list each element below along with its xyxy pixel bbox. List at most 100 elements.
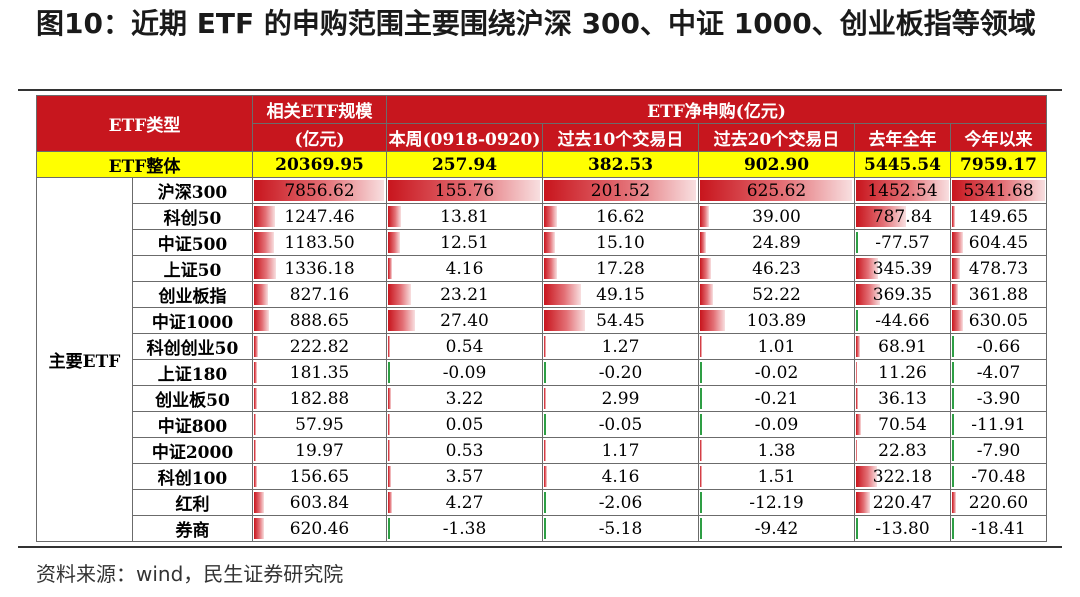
cell-value: 620.46 [289, 518, 350, 539]
cell-value: 103.89 [746, 310, 807, 331]
data-bar [700, 180, 852, 201]
negative-bar [700, 492, 702, 513]
cell-20-days: 52.22 [698, 281, 855, 308]
negative-bar [952, 336, 954, 357]
cell-10-days: -2.06 [542, 489, 699, 516]
cell-value: 52.22 [752, 284, 801, 305]
cell-ytd: -18.41 [950, 515, 1047, 542]
cell-ytd: -3.90 [950, 385, 1047, 412]
cell-value: 888.65 [289, 310, 350, 331]
cell-ytd: 5341.68 [950, 177, 1047, 204]
data-bar [952, 284, 959, 305]
data-bar [856, 206, 907, 227]
cell-scale: 888.65 [252, 307, 387, 334]
data-bar [700, 440, 702, 461]
table-row: 科创创业50 222.82 0.54 1.27 1.01 68.91 -0.66 [37, 333, 1047, 360]
table-row: 券商 620.46 -1.38 -5.18 -9.42 -13.80 -18.41 [37, 515, 1047, 542]
total-10-days: 382.53 [542, 151, 699, 178]
cell-value: -77.57 [875, 232, 930, 253]
data-bar [856, 414, 861, 435]
total-ytd: 7959.17 [950, 151, 1047, 178]
cell-value: -12.19 [749, 492, 804, 513]
cell-10-days: 49.15 [542, 281, 699, 308]
table-row: 科创50 1247.46 13.81 16.62 39.00 787.84 149.65 [37, 203, 1047, 230]
table-row: 红利 603.84 4.27 -2.06 -12.19 220.47 220.60 [37, 489, 1047, 516]
cell-value: 4.27 [445, 492, 484, 513]
data-bar [254, 388, 258, 409]
cell-10-days: 2.99 [542, 385, 699, 412]
table-row: 中证800 57.95 0.05 -0.05 -0.09 70.54 -11.91 [37, 411, 1047, 438]
cell-week: 12.51 [386, 229, 543, 256]
cell-value: -0.09 [442, 362, 487, 383]
cell-value: 68.91 [878, 336, 927, 357]
cell-value: 3.22 [445, 388, 484, 409]
negative-bar [952, 518, 954, 539]
data-bar [254, 310, 269, 331]
cell-value: -70.48 [971, 466, 1026, 487]
negative-bar [952, 388, 954, 409]
cell-week: 13.81 [386, 203, 543, 230]
data-bar [254, 518, 265, 539]
data-bar [544, 440, 546, 461]
cell-value: 345.39 [872, 258, 933, 279]
cell-value: -44.66 [875, 310, 930, 331]
table-row: 创业板50 182.88 3.22 2.99 -0.21 36.13 -3.90 [37, 385, 1047, 412]
cell-value: 604.45 [968, 232, 1029, 253]
etf-name-cell: 中证500 [132, 229, 253, 256]
cell-scale: 181.35 [252, 359, 387, 386]
cell-value: -1.38 [442, 518, 487, 539]
cell-value: 49.15 [596, 284, 645, 305]
total-last-year: 5445.54 [854, 151, 951, 178]
top-rule [18, 89, 1062, 91]
cell-value: 155.76 [434, 180, 495, 201]
cell-10-days: 17.28 [542, 255, 699, 282]
etf-name-cell: 科创创业50 [132, 333, 253, 360]
header-scale-line2: (亿元) [252, 123, 387, 152]
cell-value: -0.05 [598, 414, 643, 435]
cell-value: 1247.46 [284, 206, 355, 227]
cell-10-days: 54.45 [542, 307, 699, 334]
data-bar [544, 466, 548, 487]
total-scale: 20369.95 [252, 151, 387, 178]
cell-week: -0.09 [386, 359, 543, 386]
header-ytd: 今年以来 [950, 123, 1047, 152]
data-bar [700, 336, 702, 357]
data-bar [388, 310, 415, 331]
data-bar [952, 206, 955, 227]
table-row: 科创100 156.65 3.57 4.16 1.51 322.18 -70.48 [37, 463, 1047, 490]
cell-week: 155.76 [386, 177, 543, 204]
cell-20-days: 1.38 [698, 437, 855, 464]
cell-last-year: 68.91 [854, 333, 951, 360]
cell-value: 827.16 [289, 284, 350, 305]
etf-name-cell: 沪深300 [132, 177, 253, 204]
data-bar [254, 492, 265, 513]
data-bar [856, 336, 861, 357]
cell-last-year: -13.80 [854, 515, 951, 542]
cell-value: 1.01 [757, 336, 796, 357]
cell-last-year: 220.47 [854, 489, 951, 516]
header-scale-line1: 相关ETF规模 [252, 95, 387, 124]
cell-value: 0.05 [445, 414, 484, 435]
cell-last-year: 11.26 [854, 359, 951, 386]
cell-20-days: -0.21 [698, 385, 855, 412]
cell-10-days: 16.62 [542, 203, 699, 230]
cell-value: 39.00 [752, 206, 801, 227]
negative-bar [544, 492, 546, 513]
cell-scale: 222.82 [252, 333, 387, 360]
cell-10-days: 201.52 [542, 177, 699, 204]
negative-bar [544, 414, 546, 435]
cell-value: 27.40 [440, 310, 489, 331]
header-net-subscription: ETF净申购(亿元) [386, 95, 1047, 124]
cell-20-days: -12.19 [698, 489, 855, 516]
data-bar [700, 258, 712, 279]
data-bar [388, 284, 411, 305]
cell-last-year: 70.54 [854, 411, 951, 438]
cell-value: 1.51 [757, 466, 796, 487]
data-bar [544, 284, 582, 305]
cell-value: 1.27 [601, 336, 640, 357]
data-bar [254, 284, 268, 305]
table-row: 创业板指 827.16 23.21 49.15 52.22 369.35 361.88 [37, 281, 1047, 308]
data-bar [856, 362, 858, 383]
data-bar [856, 466, 877, 487]
data-bar [544, 388, 547, 409]
